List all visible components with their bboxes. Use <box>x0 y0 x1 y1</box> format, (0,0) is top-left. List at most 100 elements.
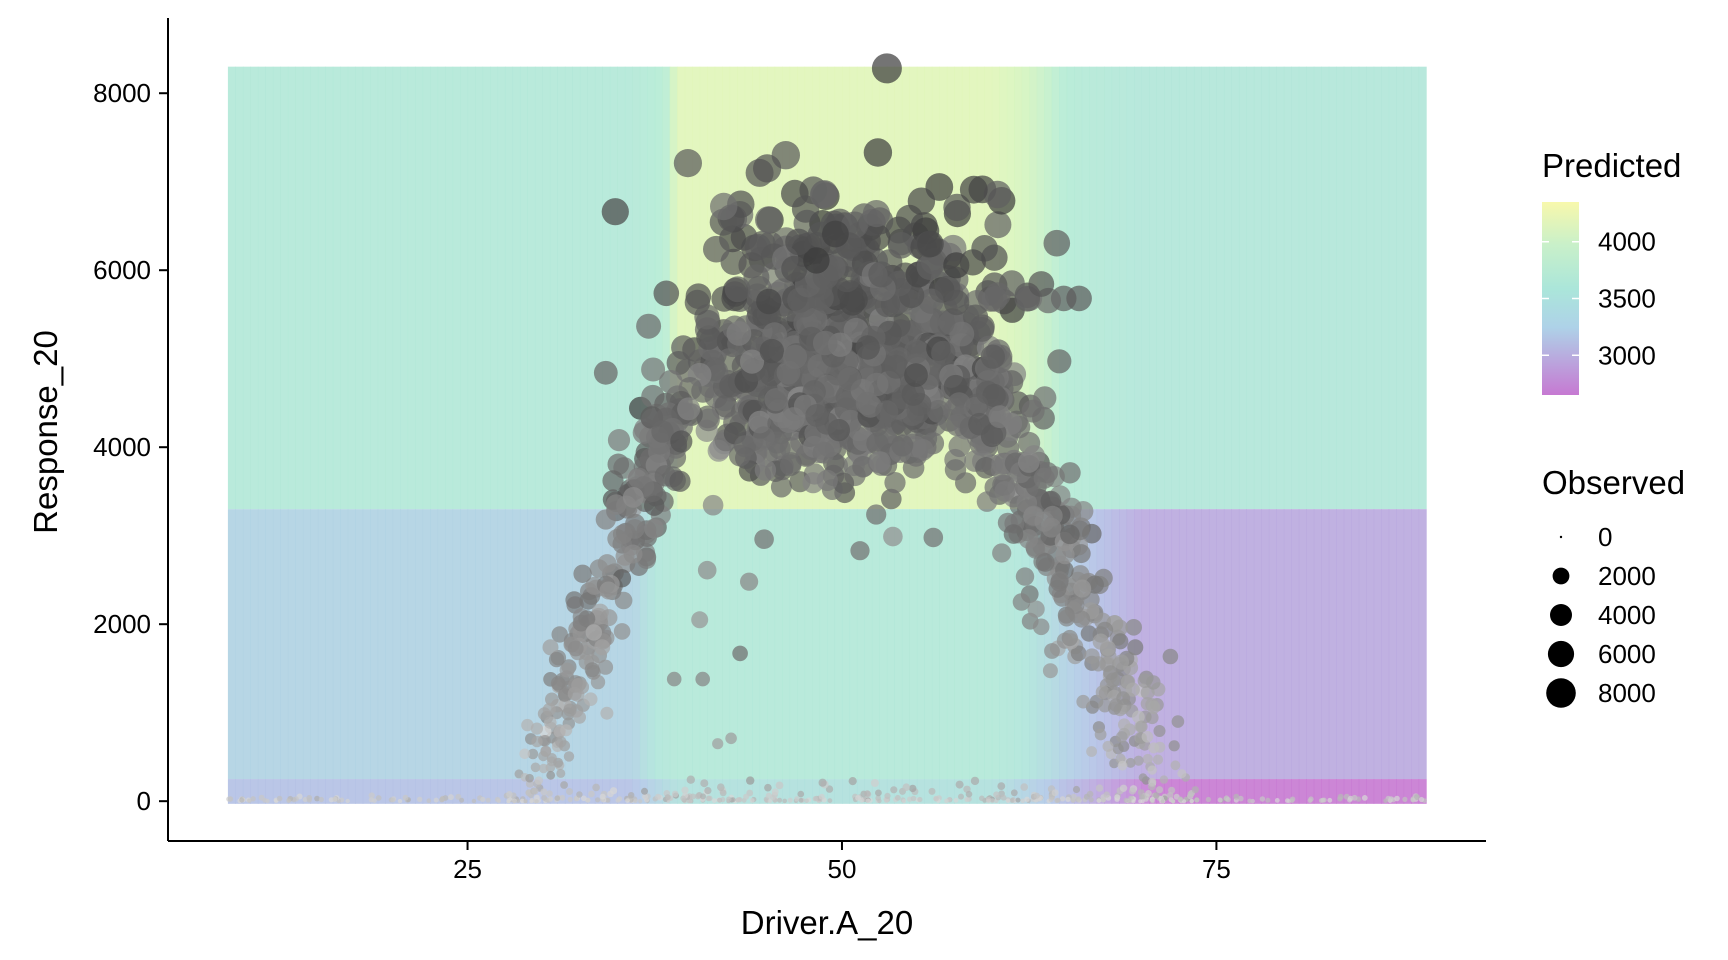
surface-cell-floor <box>1006 779 1015 804</box>
data-point <box>1147 765 1157 775</box>
data-point <box>1133 755 1144 766</box>
data-point <box>866 432 889 455</box>
data-point <box>1307 798 1313 803</box>
legend-observed-label: 6000 <box>1598 639 1656 669</box>
data-point <box>1118 740 1130 753</box>
data-point <box>1148 742 1160 754</box>
surface-cell-upper <box>295 66 304 510</box>
surface-cell-lower <box>340 509 349 780</box>
data-point <box>726 321 752 346</box>
data-point <box>994 481 1016 502</box>
legend-predicted-label: 4000 <box>1598 227 1656 257</box>
data-point <box>887 232 915 259</box>
surface-cell-upper <box>587 66 596 510</box>
surface-cell-upper <box>1418 66 1427 510</box>
data-point <box>782 407 805 430</box>
surface-cell-upper <box>1261 66 1270 510</box>
data-point <box>986 798 991 804</box>
data-point <box>782 344 808 369</box>
data-point <box>655 793 661 800</box>
data-point <box>1148 777 1157 787</box>
surface-cell-lower <box>969 509 978 780</box>
data-point <box>1117 760 1128 771</box>
surface-cell-upper <box>377 66 386 510</box>
data-point <box>1100 797 1107 803</box>
data-point <box>812 330 838 356</box>
surface-cell-floor <box>377 779 386 804</box>
data-point <box>1018 451 1040 473</box>
surface-cell-lower <box>400 509 409 780</box>
surface-cell-floor <box>572 779 581 804</box>
data-point <box>923 527 944 548</box>
data-point <box>1153 725 1166 737</box>
surface-cell-floor <box>602 779 611 804</box>
surface-cell-lower <box>961 509 970 780</box>
data-point <box>1012 593 1031 611</box>
surface-cell-upper <box>1403 66 1412 510</box>
data-point <box>988 405 1012 429</box>
surface-cell-lower <box>1388 509 1397 780</box>
data-point <box>764 783 772 792</box>
data-point <box>827 798 833 803</box>
data-point <box>767 798 773 804</box>
data-point <box>866 504 887 525</box>
surface-cell-lower <box>789 509 798 780</box>
data-point <box>850 541 870 561</box>
data-point <box>1044 643 1060 659</box>
data-point <box>1327 797 1333 803</box>
surface-cell-lower <box>437 509 446 780</box>
data-point <box>982 383 1006 408</box>
data-point <box>1084 648 1100 664</box>
surface-cell-upper <box>1246 66 1255 510</box>
surface-cell-upper <box>362 66 371 510</box>
data-point <box>1182 799 1186 804</box>
data-point <box>753 154 782 183</box>
data-point <box>593 360 618 385</box>
surface-cell-upper <box>647 66 656 510</box>
data-point <box>909 784 917 793</box>
surface-cell-upper <box>310 66 319 510</box>
surface-cell-upper <box>265 66 274 510</box>
data-point <box>581 795 587 802</box>
data-point <box>594 639 611 656</box>
data-point <box>1155 786 1164 794</box>
surface-cell-upper <box>475 66 484 510</box>
data-point <box>625 798 630 803</box>
data-point <box>670 430 693 453</box>
data-point <box>1096 798 1102 803</box>
data-point <box>725 732 737 745</box>
surface-cell-lower <box>534 509 544 780</box>
data-point <box>566 788 573 795</box>
data-point <box>1058 609 1076 627</box>
data-point <box>1146 700 1161 714</box>
data-point <box>402 794 409 801</box>
surface-cell-upper <box>1238 66 1247 510</box>
data-point <box>1092 633 1109 650</box>
surface-cell-lower <box>257 509 266 780</box>
data-point <box>710 192 738 221</box>
surface-cell-upper <box>437 66 446 510</box>
surface-cell-upper <box>392 66 401 510</box>
surface-cell-floor <box>1411 779 1420 804</box>
surface-cell-upper <box>227 66 236 510</box>
data-point <box>875 400 899 424</box>
data-point <box>368 792 375 799</box>
surface-cell-lower <box>1223 509 1232 780</box>
surface-cell-lower <box>385 509 394 780</box>
data-point <box>743 264 770 291</box>
data-point <box>1072 785 1081 794</box>
surface-cell-floor <box>1066 779 1075 804</box>
surface-cell-lower <box>1298 509 1307 780</box>
data-point <box>754 529 774 549</box>
data-point <box>433 797 439 803</box>
surface-cell-floor <box>849 779 858 804</box>
data-point <box>1141 731 1154 743</box>
surface-cell-upper <box>1201 66 1210 510</box>
data-point <box>601 198 629 226</box>
data-point <box>1388 796 1394 802</box>
surface-cell-upper <box>1321 66 1330 510</box>
data-point <box>910 795 917 802</box>
surface-cell-floor <box>1059 779 1068 804</box>
surface-cell-lower <box>991 509 1000 780</box>
data-point <box>694 793 702 800</box>
